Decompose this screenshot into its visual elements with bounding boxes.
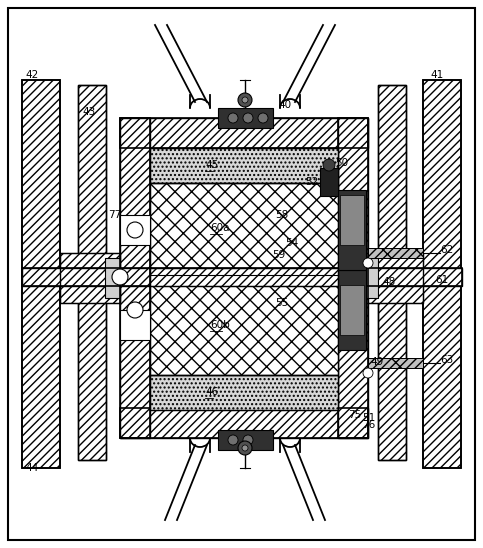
Text: 54: 54 [285,238,298,248]
Bar [340,285,364,335]
Text: 76: 76 [362,420,375,430]
Text: 63: 63 [440,355,453,365]
Bar [150,183,338,273]
Text: 45: 45 [205,160,218,170]
Bar [120,310,150,340]
Circle shape [243,113,253,123]
Bar [218,430,273,450]
Circle shape [112,269,128,285]
Bar [150,148,338,183]
Text: 40: 40 [278,100,291,110]
Text: 46: 46 [205,387,218,397]
Bar [338,118,368,438]
Bar [378,85,406,460]
Bar [120,118,150,438]
Bar [363,258,378,298]
Text: 41: 41 [430,70,443,80]
Bar [363,253,423,303]
Bar [368,248,423,258]
Bar [150,148,338,183]
Text: 58: 58 [275,210,288,220]
Circle shape [228,435,238,445]
Text: 59: 59 [272,250,285,260]
Bar [423,80,461,468]
Circle shape [243,435,253,445]
Bar [150,285,338,375]
Text: 51: 51 [362,413,375,423]
Bar [320,168,338,196]
Bar [218,108,273,128]
Bar [363,253,423,303]
Bar [22,268,462,286]
Bar [105,258,120,298]
Bar [120,408,368,438]
Circle shape [228,113,238,123]
Bar [150,268,338,286]
Circle shape [363,258,373,268]
Circle shape [238,93,252,107]
Bar [368,248,423,258]
Text: 60b: 60b [210,320,230,330]
Circle shape [127,222,143,238]
Circle shape [127,302,143,318]
Bar [60,253,120,303]
Text: 61: 61 [435,275,448,285]
Bar [120,118,368,148]
Text: 50: 50 [335,158,348,168]
Bar [368,358,423,368]
Bar [338,270,366,350]
Circle shape [363,368,373,378]
Bar [78,85,106,460]
Circle shape [323,159,335,171]
Text: 62: 62 [440,245,453,255]
Text: 48: 48 [382,277,395,287]
Bar [22,80,60,468]
Bar [150,268,338,286]
Text: 77: 77 [108,210,121,220]
Bar [150,375,338,410]
Bar [120,118,368,148]
Bar [120,408,368,438]
Bar [120,215,150,245]
Text: 43: 43 [82,107,95,117]
Bar [120,118,150,438]
Text: 75: 75 [348,410,361,420]
Text: 52: 52 [305,177,318,187]
Text: 60a: 60a [210,223,229,233]
Bar [338,190,366,270]
Text: 42: 42 [25,70,38,80]
Text: 44: 44 [25,463,38,473]
Circle shape [242,97,248,103]
Bar [368,358,423,368]
Bar [150,285,338,375]
Bar [150,183,338,273]
Circle shape [258,113,268,123]
Bar [150,375,338,410]
Bar [22,268,462,286]
Bar [423,80,461,468]
Bar [378,85,406,460]
Bar [60,253,120,303]
Bar [340,195,364,245]
Bar [78,85,106,460]
Bar [22,80,60,468]
Text: 49: 49 [370,357,383,367]
Bar [338,118,368,438]
Circle shape [238,441,252,455]
Text: 55: 55 [275,298,288,308]
Circle shape [242,445,248,451]
